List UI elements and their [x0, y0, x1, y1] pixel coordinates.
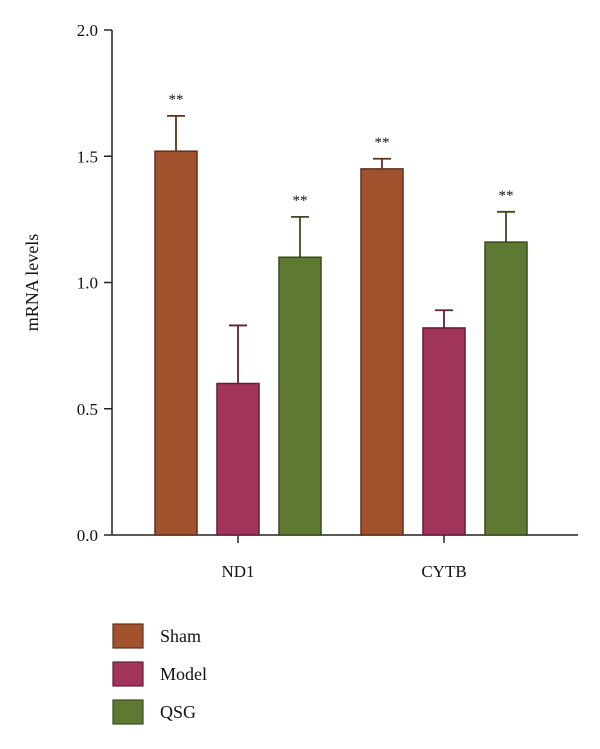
y-tick-label: 1.0 — [77, 274, 98, 293]
bar-qsg-cytb — [484, 241, 528, 536]
significance-label: ** — [293, 193, 308, 209]
legend-swatch-qsg — [112, 699, 144, 725]
bar-model-nd1 — [216, 382, 260, 536]
legend-label-model: Model — [160, 664, 207, 684]
bar-sham-cytb — [360, 168, 404, 536]
y-tick-label: 0.5 — [77, 400, 98, 419]
y-tick-label: 1.5 — [77, 147, 98, 166]
bar-sham-nd1 — [154, 150, 198, 536]
significance-markers: ** ** ** ** — [169, 92, 514, 209]
legend-swatch-sham — [112, 623, 144, 649]
bars — [154, 150, 528, 536]
x-tick-label: CYTB — [421, 562, 466, 581]
y-tick-label: 0.0 — [77, 526, 98, 545]
x-tick-label: ND1 — [221, 562, 254, 581]
legend-swatch-model — [112, 661, 144, 687]
bar-model-cytb — [422, 327, 466, 536]
significance-label: ** — [375, 135, 390, 151]
y-axis: 0.0 0.5 1.0 1.5 2.0 — [77, 21, 113, 545]
y-tick-label: 2.0 — [77, 21, 98, 40]
legend-label-sham: Sham — [160, 626, 201, 646]
bar-qsg-nd1 — [278, 256, 322, 536]
significance-label: ** — [169, 92, 184, 108]
y-axis-title: mRNA levels — [22, 234, 42, 332]
x-axis: ND1 CYTB — [112, 534, 578, 581]
error-bars — [167, 114, 515, 384]
legend: Sham Model QSG — [112, 623, 207, 725]
legend-label-qsg: QSG — [160, 702, 196, 722]
significance-label: ** — [499, 188, 514, 204]
